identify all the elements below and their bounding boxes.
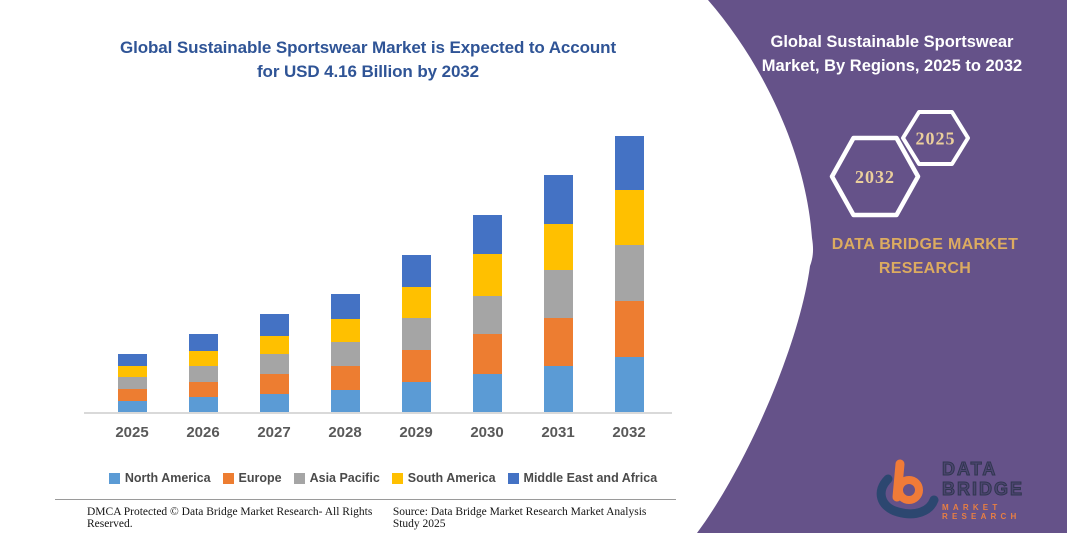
x-axis-label-2027: 2027 (257, 424, 291, 441)
bar-segment-middle-east-and-africa (259, 313, 289, 337)
panel-title-line2: Market, By Regions, 2025 to 2032 (761, 57, 1023, 75)
source-note: Source: Data Bridge Market Research Mark… (392, 506, 647, 530)
footer-divider (55, 499, 676, 500)
bar-segment-asia-pacific (188, 365, 218, 382)
bar-segment-middle-east-and-africa (543, 175, 573, 224)
bar-segment-europe (330, 365, 360, 390)
bar-segment-north-america (401, 381, 431, 413)
bar-segment-asia-pacific (401, 317, 431, 350)
bar-segment-asia-pacific (259, 353, 289, 374)
bar-segment-europe (472, 334, 502, 375)
chart-title-line1: Global Sustainable Sportswear Market is … (119, 38, 617, 57)
bar-segment-middle-east-and-africa (472, 215, 502, 254)
year-hexagons: 2032 2025 (829, 110, 970, 218)
bar-segment-north-america (543, 366, 573, 413)
legend-label: Europe (238, 471, 282, 485)
stacked-bar-2027 (259, 313, 289, 413)
dbmr-logo: DATA BRIDGE MARKET RESEARCH (872, 458, 1067, 522)
stacked-bar-2029 (401, 255, 431, 413)
chart-title: Global Sustainable Sportswear Market is … (88, 36, 648, 84)
bar-segment-europe (188, 381, 218, 397)
bar-segment-north-america (188, 396, 218, 413)
hexagon-2032-label: 2032 (855, 167, 895, 187)
bar-segment-north-america (614, 357, 644, 413)
brand-text: DATA BRIDGE MARKET RESEARCH (780, 233, 1067, 281)
stacked-bar-2028 (330, 293, 360, 413)
legend-item-south-america: South America (391, 471, 496, 485)
legend-label: North America (124, 471, 211, 485)
legend-swatch (222, 472, 234, 484)
legend-label: Asia Pacific (309, 471, 380, 485)
x-axis-label-2029: 2029 (399, 424, 433, 441)
stacked-bar-2031 (543, 175, 573, 413)
panel-title-line1: Global Sustainable Sportswear (770, 33, 1014, 51)
bar-segment-asia-pacific (330, 341, 360, 366)
bar-segment-north-america (259, 393, 289, 413)
x-axis-label-2032: 2032 (612, 424, 646, 441)
bar-segment-europe (117, 388, 147, 401)
bar-segment-south-america (117, 366, 147, 377)
legend-label: South America (407, 471, 496, 485)
legend-swatch (391, 472, 403, 484)
legend-item-europe: Europe (222, 471, 282, 485)
bar-segment-south-america (259, 336, 289, 354)
stacked-bar-2025 (117, 353, 147, 413)
bar-segment-asia-pacific (543, 270, 573, 319)
legend-swatch (108, 472, 120, 484)
legend-item-asia-pacific: Asia Pacific (293, 471, 380, 485)
dmca-notice: DMCA Protected © Data Bridge Market Rese… (87, 506, 373, 530)
x-axis-label-2028: 2028 (328, 424, 362, 441)
footer: DMCA Protected © Data Bridge Market Rese… (55, 506, 676, 530)
bar-segment-south-america (401, 287, 431, 318)
bar-segment-europe (543, 318, 573, 367)
x-axis-label-2031: 2031 (541, 424, 575, 441)
x-axis-label-2026: 2026 (186, 424, 220, 441)
stacked-bar-2026 (188, 333, 218, 413)
legend: North America Europe Asia Pacific South Ame… (88, 471, 678, 485)
bar-segment-europe (614, 301, 644, 358)
bar-segment-north-america (330, 389, 360, 413)
legend-item-north-america: North America (108, 471, 211, 485)
bar-segment-middle-east-and-africa (188, 333, 218, 352)
legend-swatch (293, 472, 305, 484)
bar-plot: 2025 2026 2027 2028 2029 2030 2031 2032 (115, 135, 646, 441)
bar-segment-middle-east-and-africa (330, 293, 360, 320)
hexagon-2032 (829, 135, 921, 218)
brand-text-line2: RESEARCH (878, 260, 972, 277)
bar-segment-middle-east-and-africa (401, 255, 431, 288)
bar-segment-south-america (614, 189, 644, 246)
hexagon-2025-label: 2025 (916, 129, 956, 149)
x-axis-line (84, 412, 672, 414)
bar-segment-south-america (188, 351, 218, 366)
bar-segment-middle-east-and-africa (117, 353, 147, 367)
bar-segment-asia-pacific (472, 295, 502, 335)
brand-text-line1: DATA BRIDGE MARKET (831, 236, 1019, 253)
bar-segment-europe (259, 373, 289, 394)
bar-segment-middle-east-and-africa (614, 135, 644, 190)
bar-segment-asia-pacific (117, 377, 147, 389)
logo-subname: MARKET RESEARCH (942, 503, 1021, 521)
dbmr-logo-icon (876, 459, 939, 519)
legend-label: Middle East and Africa (523, 471, 658, 485)
bar-segment-south-america (330, 319, 360, 342)
panel-title: Global Sustainable Sportswear Market, By… (742, 30, 1042, 78)
bar-segment-north-america (117, 400, 147, 413)
x-axis-label-2030: 2030 (470, 424, 504, 441)
logo-name: DATA BRIDGE (942, 459, 1025, 500)
stacked-bar-2032 (614, 135, 644, 413)
chart-title-line2: for USD 4.16 Billion by 2032 (256, 62, 480, 81)
bar-segment-south-america (543, 223, 573, 271)
bar-segment-europe (401, 349, 431, 382)
stacked-bar-2030 (472, 215, 502, 413)
x-axis-label-2025: 2025 (115, 424, 149, 441)
bar-segment-asia-pacific (614, 245, 644, 302)
bar-segment-north-america (472, 374, 502, 413)
legend-item-middle-east-and-africa: Middle East and Africa (507, 471, 658, 485)
bar-segment-south-america (472, 253, 502, 296)
legend-swatch (507, 472, 519, 484)
hexagon-2025 (901, 110, 970, 166)
